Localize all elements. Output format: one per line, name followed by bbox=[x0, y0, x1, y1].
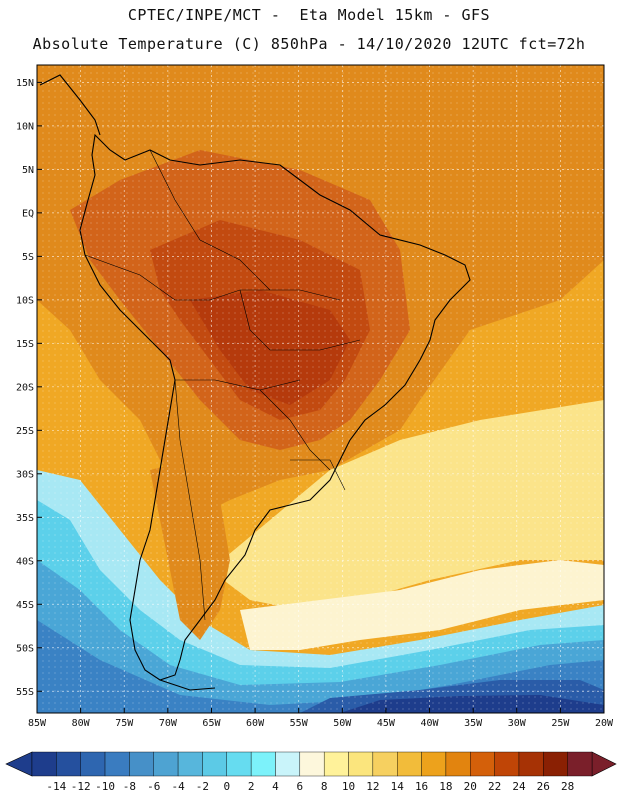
lat-label: 10N bbox=[16, 121, 34, 132]
colorbar-swatch bbox=[129, 751, 154, 777]
lon-label: 70W bbox=[159, 718, 178, 729]
lon-label: 40W bbox=[421, 718, 440, 729]
lon-label: 75W bbox=[115, 718, 134, 729]
coastlines bbox=[39, 74, 471, 691]
lon-label: 25W bbox=[551, 718, 570, 729]
lat-label: 20S bbox=[16, 382, 34, 393]
tierra-del-fuego bbox=[159, 679, 216, 691]
colorbar-label: 8 bbox=[321, 780, 328, 793]
colorbar-swatch bbox=[202, 751, 227, 777]
lat-label: 50S bbox=[16, 643, 34, 654]
colorbar-label: 10 bbox=[342, 780, 355, 793]
lon-label: 80W bbox=[72, 718, 91, 729]
colorbar-label: 22 bbox=[488, 780, 501, 793]
lon-label: 45W bbox=[377, 718, 396, 729]
colorbar-swatch bbox=[299, 751, 325, 777]
colorbar-swatch bbox=[226, 751, 252, 777]
lat-label: 55S bbox=[16, 687, 34, 698]
lon-label: 65W bbox=[202, 718, 221, 729]
lon-label: 50W bbox=[333, 718, 352, 729]
border-brazil-states bbox=[239, 289, 361, 351]
colorbar-label: 24 bbox=[512, 780, 526, 793]
colorbar-label: 14 bbox=[391, 780, 405, 793]
colorbar-swatch bbox=[397, 751, 422, 777]
title-line-1: CPTEC/INPE/MCT - Eta Model 15km - GFS bbox=[127, 6, 491, 24]
colorbar-label: -6 bbox=[147, 780, 160, 793]
lat-label: 35S bbox=[16, 513, 34, 524]
colorbar-label: 26 bbox=[537, 780, 550, 793]
colorbar-swatch bbox=[421, 751, 447, 777]
colorbar-label: -10 bbox=[95, 780, 115, 793]
colorbar-swatch bbox=[250, 751, 276, 777]
lon-label: 35W bbox=[464, 718, 483, 729]
border-bolivia bbox=[175, 379, 301, 391]
colorbar-swatch bbox=[104, 751, 130, 777]
colorbar: -14 -12 -10 -8 -6 -4 -2 0 2 4 6 8 10 12 14 16 18 20 22 24 26… bbox=[5, 751, 617, 793]
plot-frame bbox=[36, 64, 605, 714]
colorbar-low-arrow bbox=[5, 751, 33, 777]
lon-label: 55W bbox=[290, 718, 309, 729]
colorbar-swatch bbox=[470, 751, 495, 777]
lat-label: 10S bbox=[16, 295, 34, 306]
colorbar-label: 18 bbox=[439, 780, 452, 793]
lon-label: 20W bbox=[595, 718, 614, 729]
lat-label: 15S bbox=[16, 339, 34, 350]
border-peru-brazil bbox=[84, 254, 341, 301]
border-uruguay bbox=[290, 459, 346, 491]
colorbar-swatch bbox=[323, 751, 349, 777]
temperature-field bbox=[37, 65, 604, 713]
colorbar-label: 16 bbox=[415, 780, 428, 793]
colorbar-swatch bbox=[518, 751, 544, 777]
longitude-axis: 85W 80W 75W 70W 65W 60W 55W 50W 45W 40W 35W 30W 25W 2… bbox=[28, 708, 614, 729]
colorbar-label: -14 bbox=[46, 780, 66, 793]
lat-label: 5N bbox=[22, 165, 34, 176]
colorbar-swatch bbox=[80, 751, 106, 777]
colorbar-label: 4 bbox=[272, 780, 279, 793]
colorbar-label: -8 bbox=[123, 780, 136, 793]
south-america-coast bbox=[79, 133, 471, 681]
colorbar-swatch bbox=[177, 751, 203, 777]
lat-label: EQ bbox=[22, 208, 34, 219]
lon-label: 30W bbox=[508, 718, 527, 729]
lon-label: 85W bbox=[28, 718, 47, 729]
colorbar-swatch bbox=[56, 751, 81, 777]
title-line-2: Absolute Temperature (C) 850hPa - 14/10/… bbox=[32, 35, 586, 53]
colorbar-swatch bbox=[445, 751, 471, 777]
colorbar-swatch bbox=[372, 751, 398, 777]
lat-label: 5S bbox=[22, 252, 34, 263]
colorbar-swatch bbox=[31, 751, 57, 777]
colorbar-label: 2 bbox=[248, 780, 255, 793]
colorbar-swatch bbox=[543, 751, 568, 777]
colorbar-swatch bbox=[567, 751, 593, 777]
lat-label: 15N bbox=[16, 78, 34, 89]
colorbar-swatch bbox=[348, 751, 374, 777]
country-borders bbox=[84, 149, 361, 621]
lat-label: 30S bbox=[16, 469, 34, 480]
lon-label: 60W bbox=[246, 718, 265, 729]
dot-texture bbox=[37, 65, 604, 713]
colorbar-swatch bbox=[494, 751, 520, 777]
colorbar-label: 28 bbox=[561, 780, 574, 793]
colorbar-label: -12 bbox=[71, 780, 91, 793]
border-chile-argentina bbox=[174, 379, 206, 621]
lat-label: 40S bbox=[16, 556, 34, 567]
colorbar-swatch bbox=[153, 751, 179, 777]
colorbar-high-arrow bbox=[591, 751, 617, 777]
colorbar-label: 0 bbox=[223, 780, 230, 793]
colorbar-label: -4 bbox=[171, 780, 185, 793]
central-america-coast bbox=[39, 74, 101, 136]
colorbar-label: 12 bbox=[366, 780, 379, 793]
latitude-axis: 15N 10N 5N EQ 5S 10S 15S 20S 25S 30S 35S 40S 45S 50S 5… bbox=[16, 78, 42, 698]
colorbar-swatch bbox=[275, 751, 301, 777]
colorbar-label: 6 bbox=[297, 780, 304, 793]
colorbar-label: -2 bbox=[196, 780, 209, 793]
border-colombia-venezuela bbox=[149, 149, 271, 291]
lat-label: 25S bbox=[16, 426, 34, 437]
lat-label: 45S bbox=[16, 600, 34, 611]
colorbar-label: 20 bbox=[464, 780, 477, 793]
